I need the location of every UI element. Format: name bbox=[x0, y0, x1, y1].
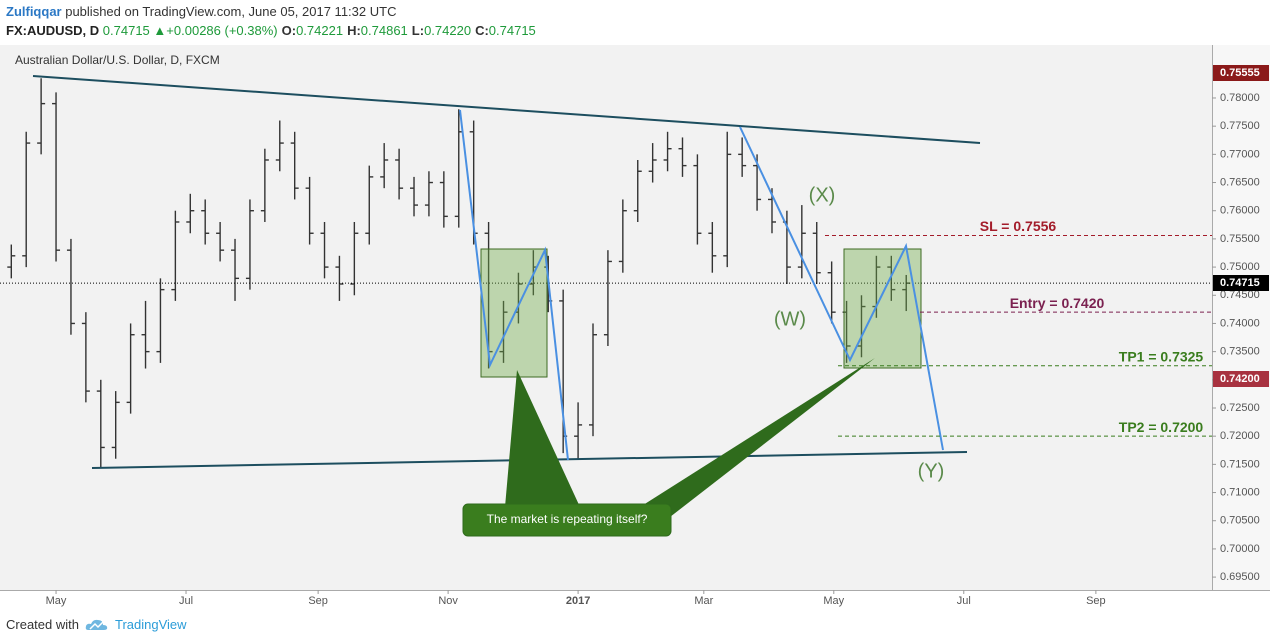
price-badge bbox=[1213, 371, 1269, 387]
y-tick-label: 0.77500 bbox=[1220, 120, 1260, 132]
wave-label: (W) bbox=[774, 308, 806, 330]
y-tick-label: 0.75000 bbox=[1220, 261, 1260, 273]
x-tick-label: Mar bbox=[694, 595, 713, 607]
symbol: FX:AUDUSD, D bbox=[6, 23, 100, 38]
chart-title: Australian Dollar/U.S. Dollar, D, FXCM bbox=[15, 53, 220, 67]
y-tick-label: 0.74000 bbox=[1220, 317, 1260, 329]
ohlc-key: H: bbox=[347, 23, 361, 38]
y-tick-label: 0.77000 bbox=[1220, 148, 1260, 160]
y-tick-label: 0.71500 bbox=[1220, 458, 1260, 470]
x-tick-label: 2017 bbox=[566, 595, 590, 607]
y-tick-label: 0.70500 bbox=[1220, 515, 1260, 527]
callout-text: The market is repeating itself? bbox=[487, 512, 648, 526]
header: Zulfiqqar published on TradingView.com, … bbox=[6, 2, 536, 40]
level-label: SL = 0.7556 bbox=[980, 218, 1057, 234]
level-label: TP1 = 0.7325 bbox=[1119, 348, 1204, 364]
y-tick-label: 0.69500 bbox=[1220, 571, 1260, 583]
header-line-1: Zulfiqqar published on TradingView.com, … bbox=[6, 2, 536, 21]
price-axis-background bbox=[1212, 45, 1270, 590]
ohlc: O:0.74221 H:0.74861 L:0.74220 C:0.74715 bbox=[278, 23, 536, 38]
wave-path bbox=[739, 126, 944, 451]
y-tick-label: 0.75500 bbox=[1220, 233, 1260, 245]
y-tick-label: 0.72000 bbox=[1220, 430, 1260, 442]
y-tick-label: 0.78000 bbox=[1220, 92, 1260, 104]
author[interactable]: Zulfiqqar bbox=[6, 4, 62, 19]
price-badge-label: 0.74200 bbox=[1220, 373, 1260, 385]
ohlc-key: C: bbox=[475, 23, 489, 38]
wave-label: (X) bbox=[809, 184, 836, 206]
x-tick-label: May bbox=[46, 595, 67, 607]
trend-line bbox=[32, 75, 981, 144]
published: published on TradingView.com, June 05, 2… bbox=[61, 4, 397, 19]
x-tick-label: May bbox=[823, 595, 844, 607]
y-tick-label: 0.72500 bbox=[1220, 402, 1260, 414]
y-tick-label: 0.76500 bbox=[1220, 176, 1260, 188]
price-badge-label: 0.75555 bbox=[1220, 67, 1260, 79]
y-tick-label: 0.70000 bbox=[1220, 543, 1260, 555]
x-tick-label: Jul bbox=[179, 595, 193, 607]
price-badge bbox=[1213, 275, 1269, 291]
price-badge bbox=[1213, 65, 1269, 81]
header-line-2: FX:AUDUSD, D 0.74715 ▲+0.00286 (+0.38%) O… bbox=[6, 21, 536, 40]
price-badge-label: 0.74715 bbox=[1220, 277, 1260, 289]
y-tick-label: 0.76000 bbox=[1220, 205, 1260, 217]
ohlc-key: L: bbox=[411, 23, 425, 38]
callout-pointer bbox=[505, 370, 580, 507]
change: +0.00286 (+0.38%) bbox=[166, 23, 278, 38]
level-label: Entry = 0.7420 bbox=[1010, 295, 1105, 311]
chart: (X) (W) (Y) The market is repeating itse… bbox=[0, 45, 1270, 607]
created-with: Created with bbox=[6, 617, 79, 632]
last: 0.74715 bbox=[102, 23, 150, 38]
level-label: TP2 = 0.7200 bbox=[1119, 419, 1204, 435]
callout-box bbox=[462, 503, 672, 537]
wave-label: (Y) bbox=[918, 460, 945, 482]
x-tick-label: Jul bbox=[957, 595, 971, 607]
logo bbox=[85, 619, 108, 630]
footer: Created with TradingView bbox=[6, 617, 187, 632]
arrow: ▲ bbox=[153, 23, 167, 38]
y-tick-label: 0.73500 bbox=[1220, 346, 1260, 358]
brand[interactable]: TradingView bbox=[114, 617, 187, 632]
y-tick-label: 0.74500 bbox=[1220, 289, 1260, 301]
callout-pointer bbox=[640, 358, 875, 517]
ohlc-value: 0.74221 bbox=[296, 23, 344, 38]
y-tick-label: 0.71000 bbox=[1220, 486, 1260, 498]
annotations: (X) (W) (Y) The market is repeating itse… bbox=[32, 75, 1212, 537]
ohlc-value: 0.74861 bbox=[360, 23, 408, 38]
x-tick-label: Nov bbox=[438, 595, 458, 607]
ohlc-value: 0.74715 bbox=[488, 23, 536, 38]
ohlc-key: O: bbox=[281, 23, 297, 38]
x-tick-label: Sep bbox=[1086, 595, 1106, 607]
plot-background bbox=[0, 45, 1212, 590]
x-tick-label: Sep bbox=[308, 595, 328, 607]
ohlc-value: 0.74220 bbox=[424, 23, 472, 38]
wave-path bbox=[459, 109, 569, 461]
